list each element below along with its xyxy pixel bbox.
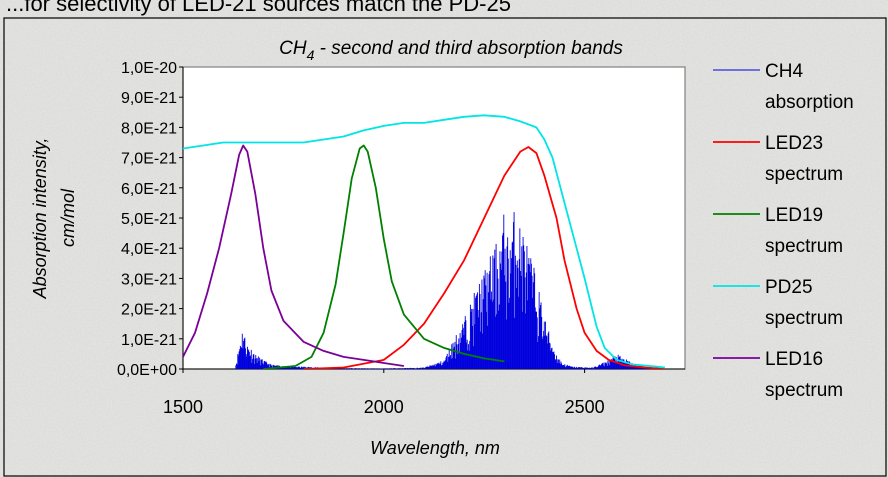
y-tick-label: 8,0E-21 (121, 120, 177, 137)
axis-ticks: 0,0E+00 1,0E-21 2,0E-21 3,0E-21 4,0E-21 5,0E-… (117, 60, 605, 417)
series-line-pd25 (183, 114, 666, 369)
series-line-led23 (303, 146, 665, 369)
legend-label: spectrum (765, 236, 843, 257)
x-tick-label: 2000 (364, 397, 404, 417)
y-tick-label: 5,0E-21 (121, 211, 177, 228)
chart-frame (3, 17, 887, 477)
legend-label: spectrum (765, 164, 843, 185)
x-tick-label: 1500 (163, 397, 203, 417)
x-axis-label: Wavelength, nm (370, 438, 500, 458)
legend-label: absorption (765, 92, 854, 113)
y-tick-label: 6,0E-21 (121, 181, 177, 198)
legend-label: LED16 (765, 349, 823, 370)
legend-label: PD25 (765, 277, 813, 298)
y-tick-label: 1,0E-20 (121, 60, 177, 77)
chart-title: CH4 - second and third absorption bands (279, 38, 623, 63)
y-tick-label: 3,0E-21 (121, 271, 177, 288)
legend-label: LED19 (765, 205, 823, 226)
legend-label: spectrum (765, 308, 843, 329)
y-tick-label: 7,0E-21 (121, 151, 177, 168)
legend-label: spectrum (765, 380, 843, 401)
y-tick-label: 1,0E-21 (121, 332, 177, 349)
series-layer (183, 114, 666, 369)
series-line-led16 (183, 144, 405, 367)
x-tick-label: 2500 (565, 397, 605, 417)
y-axis-label-line2: cm/mol (58, 188, 78, 247)
y-tick-label: 0,0E+00 (117, 362, 177, 379)
legend: CH4 absorption LED23 spectrum LED19 spectrum P… (713, 61, 854, 401)
plot-background (182, 66, 686, 370)
y-tick-label: 9,0E-21 (121, 90, 177, 107)
y-tick-label: 2,0E-21 (121, 302, 177, 319)
y-tick-label: 4,0E-21 (121, 241, 177, 258)
slide-top-text: ...for selectivity of LED-21 sources mat… (6, 0, 511, 16)
plot-area (182, 66, 686, 370)
series-line-led19 (263, 144, 505, 369)
y-axis-label-line1: Absorption intensity, (30, 138, 50, 300)
legend-label: LED23 (765, 133, 823, 154)
legend-label: CH4 (765, 61, 803, 82)
